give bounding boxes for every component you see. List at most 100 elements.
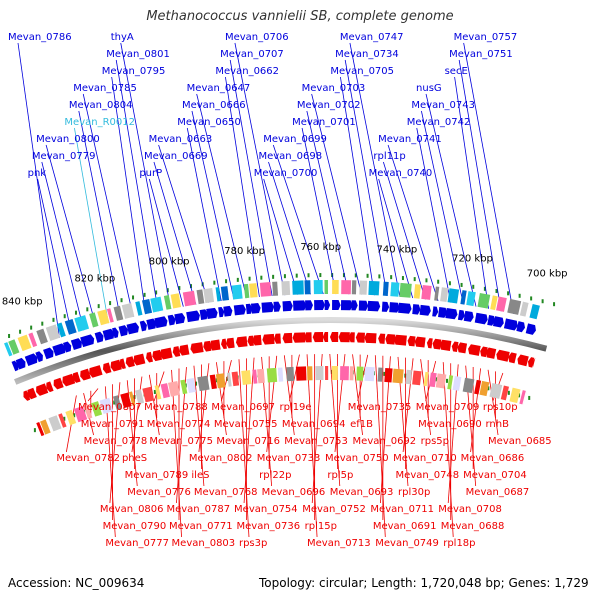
gene-label[interactable]: Mevan_0803 <box>172 538 236 549</box>
gene-label[interactable]: Mevan_0775 <box>149 436 213 447</box>
gene-label[interactable]: Mevan_0711 <box>370 504 434 515</box>
gene-label[interactable]: Mevan_0771 <box>169 521 233 532</box>
gene-label[interactable]: Mevan_0650 <box>177 117 241 128</box>
gene-label[interactable]: rps10p <box>483 402 518 413</box>
gene-label[interactable]: Mevan_0753 <box>284 436 348 447</box>
gene-label[interactable]: Mevan_0774 <box>147 419 211 430</box>
gene-label[interactable]: Mevan_0662 <box>215 66 279 77</box>
gene-label[interactable]: Mevan_0698 <box>258 151 322 162</box>
gene-label[interactable]: Mevan_0742 <box>407 117 471 128</box>
gene-label[interactable]: Mevan_0782 <box>56 453 120 464</box>
gene-label[interactable]: rpl19e <box>279 402 311 413</box>
gene-label[interactable]: Mevan_0785 <box>73 83 137 94</box>
gene-label[interactable]: Mevan_0704 <box>463 470 527 481</box>
gene-label[interactable]: rpl11p <box>373 151 405 162</box>
gene-label[interactable]: Mevan_0750 <box>325 453 389 464</box>
gene-label[interactable]: Mevan_0705 <box>330 66 394 77</box>
gene-label[interactable]: Mevan_0708 <box>438 504 502 515</box>
gene-label[interactable]: Mevan_0700 <box>254 168 318 179</box>
gene-label[interactable]: Mevan_0693 <box>330 487 394 498</box>
gene-label[interactable]: Mevan_0694 <box>282 419 346 430</box>
gene-label[interactable]: Mevan_0786 <box>8 32 72 43</box>
gene-label[interactable]: thyA <box>111 32 134 43</box>
gene-label[interactable]: Mevan_0702 <box>297 100 361 111</box>
gene-label[interactable]: Mevan_0696 <box>262 487 326 498</box>
gene-label[interactable]: Mevan_0709 <box>416 402 480 413</box>
gene-label[interactable]: Mevan_0776 <box>127 487 191 498</box>
gene-label[interactable]: Mevan_0733 <box>257 453 321 464</box>
gene-label[interactable]: Mevan_0804 <box>69 100 133 111</box>
gene-label[interactable]: Mevan_0802 <box>189 453 253 464</box>
gene-label[interactable]: Mevan_0789 <box>125 470 189 481</box>
gene-label[interactable]: Mevan_0706 <box>225 32 289 43</box>
gene-label[interactable]: Mevan_0692 <box>353 436 417 447</box>
kbp-label: 840 kbp <box>2 296 43 307</box>
gene-label[interactable]: Mevan_0707 <box>220 49 284 60</box>
gene-label[interactable]: Mevan_0806 <box>100 504 164 515</box>
reverse-gene-arrow <box>80 368 91 381</box>
gene-label[interactable]: Mevan_0716 <box>216 436 280 447</box>
gene-label[interactable]: Mevan_0751 <box>449 49 513 60</box>
gene-label[interactable]: secE <box>445 66 468 77</box>
gene-label[interactable]: Mevan_0647 <box>187 83 251 94</box>
gene-label[interactable]: rpl5p <box>327 470 353 481</box>
gene-label[interactable]: Mevan_0699 <box>263 134 327 145</box>
gene-label[interactable]: Mevan_0779 <box>32 151 96 162</box>
gene-label[interactable]: pheS <box>122 453 147 464</box>
gene-label[interactable]: Mevan_0736 <box>237 521 301 532</box>
gene-label[interactable]: Mevan_0778 <box>84 436 148 447</box>
ruler-tick <box>378 274 381 279</box>
gene-label[interactable]: Mevan_0690 <box>418 419 482 430</box>
gene-label[interactable]: Mevan_0807 <box>78 402 142 413</box>
gene-label[interactable]: ileS <box>191 470 209 481</box>
gene-label[interactable]: Mevan_0713 <box>307 538 371 549</box>
reverse-gene-arrow <box>179 344 190 356</box>
gene-label[interactable]: rnhB <box>485 419 509 430</box>
gene-label[interactable]: Mevan_0740 <box>369 168 433 179</box>
gene-label[interactable]: Mevan_0788 <box>144 402 208 413</box>
gene-label[interactable]: pnk <box>28 168 47 179</box>
gene-label[interactable]: Mevan_0777 <box>105 538 169 549</box>
gene-label[interactable]: Mevan_0790 <box>103 521 167 532</box>
gene-label[interactable]: rpl15p <box>305 521 337 532</box>
gene-label[interactable]: rpl22p <box>259 470 291 481</box>
gene-label[interactable]: rpl30p <box>398 487 430 498</box>
gene-label[interactable]: Mevan_0701 <box>292 117 356 128</box>
gene-label[interactable]: Mevan_0691 <box>373 521 437 532</box>
gene-label[interactable]: Mevan_0666 <box>182 100 246 111</box>
gene-label[interactable]: Mevan_0754 <box>234 504 298 515</box>
gene-label[interactable]: Mevan_0752 <box>302 504 366 515</box>
gene-label[interactable]: rpl18p <box>443 538 475 549</box>
gene-label[interactable]: rps5p <box>421 436 449 447</box>
gene-label[interactable]: ef1B <box>350 419 373 430</box>
gene-label[interactable]: Mevan_0791 <box>81 419 145 430</box>
gene-label[interactable]: Mevan_0710 <box>393 453 457 464</box>
gene-label[interactable]: Mevan_0734 <box>335 49 399 60</box>
gene-label[interactable]: Mevan_0743 <box>411 100 475 111</box>
gene-label[interactable]: purP <box>139 168 162 179</box>
gene-label[interactable]: Mevan_R0012 <box>64 117 135 128</box>
gene-label[interactable]: Mevan_0685 <box>488 436 552 447</box>
gene-label[interactable]: Mevan_0755 <box>214 419 278 430</box>
gene-label[interactable]: Mevan_0741 <box>378 134 442 145</box>
gene-label[interactable]: Mevan_0686 <box>461 453 525 464</box>
gene-label[interactable]: nusG <box>416 83 442 94</box>
gene-label[interactable]: Mevan_0697 <box>211 402 275 413</box>
gene-label[interactable]: Mevan_0795 <box>102 66 166 77</box>
gene-label[interactable]: Mevan_0787 <box>166 504 230 515</box>
gene-label[interactable]: Mevan_0749 <box>375 538 439 549</box>
gene-label[interactable]: Mevan_0735 <box>348 402 412 413</box>
gene-label[interactable]: Mevan_0768 <box>194 487 258 498</box>
gene-label[interactable]: Mevan_0748 <box>396 470 460 481</box>
gene-label[interactable]: Mevan_0800 <box>36 134 100 145</box>
gene-label[interactable]: Mevan_0688 <box>441 521 505 532</box>
gene-label[interactable]: Mevan_0801 <box>106 49 170 60</box>
gene-label[interactable]: Mevan_0747 <box>340 32 404 43</box>
gene-label[interactable]: Mevan_0669 <box>144 151 208 162</box>
gene-label[interactable]: Mevan_0663 <box>149 134 213 145</box>
gene-label[interactable]: Mevan_0703 <box>302 83 366 94</box>
kbp-label: 740 kbp <box>376 244 417 255</box>
gene-label[interactable]: rps3p <box>239 538 267 549</box>
gene-label[interactable]: Mevan_0687 <box>466 487 530 498</box>
gene-label[interactable]: Mevan_0757 <box>454 32 518 43</box>
